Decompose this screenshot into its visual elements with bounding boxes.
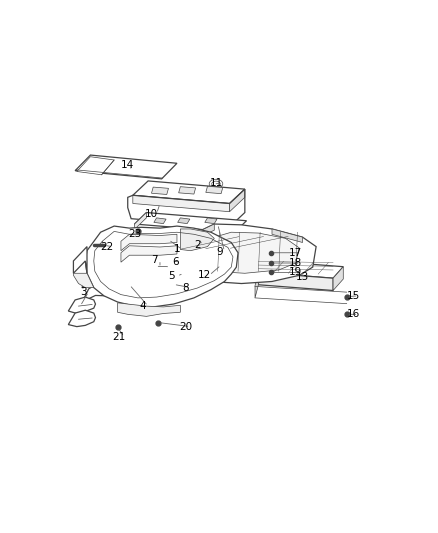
Polygon shape: [74, 273, 94, 288]
Polygon shape: [121, 235, 177, 251]
Text: 22: 22: [101, 241, 114, 252]
Polygon shape: [68, 297, 95, 313]
Polygon shape: [130, 237, 211, 251]
Polygon shape: [75, 155, 177, 179]
Circle shape: [173, 259, 178, 264]
Polygon shape: [258, 272, 333, 290]
Polygon shape: [333, 266, 343, 290]
Polygon shape: [165, 241, 177, 246]
Polygon shape: [206, 186, 223, 193]
Text: 8: 8: [182, 282, 189, 293]
Polygon shape: [255, 272, 258, 298]
Text: 15: 15: [347, 291, 360, 301]
Polygon shape: [133, 181, 245, 204]
Polygon shape: [179, 187, 196, 194]
Text: 16: 16: [347, 309, 360, 319]
Text: 21: 21: [113, 332, 126, 342]
Polygon shape: [82, 269, 170, 288]
Text: 10: 10: [145, 209, 158, 219]
Polygon shape: [82, 285, 167, 303]
Polygon shape: [77, 157, 114, 175]
Polygon shape: [205, 218, 217, 224]
Text: 2: 2: [194, 240, 201, 251]
Text: 7: 7: [152, 255, 158, 265]
Ellipse shape: [209, 179, 223, 188]
Polygon shape: [133, 195, 230, 212]
Polygon shape: [85, 226, 238, 307]
Text: 18: 18: [289, 258, 302, 268]
Polygon shape: [230, 189, 245, 212]
Polygon shape: [154, 218, 166, 224]
Text: 12: 12: [198, 270, 211, 280]
Text: 3: 3: [80, 287, 87, 297]
Polygon shape: [169, 268, 202, 277]
Polygon shape: [145, 240, 156, 245]
Text: 6: 6: [172, 257, 179, 267]
Text: 17: 17: [289, 248, 302, 258]
Polygon shape: [178, 218, 190, 224]
Text: 9: 9: [216, 247, 223, 256]
Text: 1: 1: [173, 245, 180, 254]
Polygon shape: [180, 229, 214, 251]
Text: 5: 5: [169, 271, 175, 281]
Polygon shape: [155, 263, 170, 270]
Polygon shape: [184, 224, 316, 284]
Text: 23: 23: [128, 229, 141, 239]
Polygon shape: [197, 232, 299, 273]
Text: 13: 13: [296, 272, 309, 282]
Polygon shape: [134, 213, 146, 229]
Polygon shape: [68, 310, 95, 327]
Text: 20: 20: [179, 321, 192, 332]
Polygon shape: [184, 251, 191, 284]
Text: 4: 4: [140, 301, 146, 311]
Polygon shape: [272, 229, 303, 243]
Polygon shape: [74, 247, 87, 273]
Ellipse shape: [212, 181, 220, 187]
Polygon shape: [134, 213, 247, 232]
Polygon shape: [197, 224, 214, 238]
Polygon shape: [258, 261, 343, 278]
Text: 14: 14: [121, 159, 134, 169]
Polygon shape: [117, 303, 180, 317]
Polygon shape: [152, 187, 169, 195]
Polygon shape: [121, 246, 177, 262]
Text: 11: 11: [209, 178, 223, 188]
Text: 19: 19: [289, 267, 302, 277]
